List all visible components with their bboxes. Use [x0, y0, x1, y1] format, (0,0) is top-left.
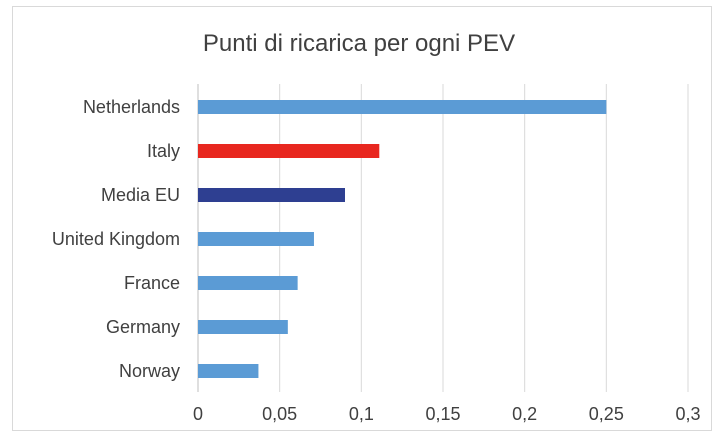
x-tick-label: 0,1: [349, 404, 374, 424]
bars: [198, 100, 607, 378]
bar-united-kingdom: [198, 232, 314, 246]
x-tick-label: 0,2: [512, 404, 537, 424]
chart-title: Punti di ricarica per ogni PEV: [202, 30, 516, 57]
x-tick-label: 0,15: [425, 404, 460, 424]
gridlines: [197, 84, 689, 392]
category-label: Netherlands: [83, 97, 180, 117]
bar-media-eu: [198, 188, 345, 202]
x-tick-label: 0: [193, 404, 203, 424]
category-label: United Kingdom: [52, 229, 180, 249]
bar-norway: [198, 364, 259, 378]
category-label: Italy: [147, 141, 180, 161]
category-label: Media EU: [101, 185, 180, 205]
bar-netherlands: [198, 100, 607, 114]
x-tick-label: 0,05: [262, 404, 297, 424]
category-labels: Netherlands Italy Media EU United Kingdom Fr…: [52, 97, 180, 381]
category-label: Norway: [119, 361, 180, 381]
bar-italy: [198, 144, 380, 158]
category-label: Germany: [106, 317, 180, 337]
bar-france: [198, 276, 298, 290]
bar-germany: [198, 320, 288, 334]
x-tick-label: 0,3: [675, 404, 700, 424]
category-label: France: [124, 273, 180, 293]
x-tick-label: 0,25: [589, 404, 624, 424]
x-tick-labels: 0 0,05 0,1 0,15 0,2 0,25 0,3: [193, 404, 701, 424]
chart-frame: [12, 6, 712, 431]
